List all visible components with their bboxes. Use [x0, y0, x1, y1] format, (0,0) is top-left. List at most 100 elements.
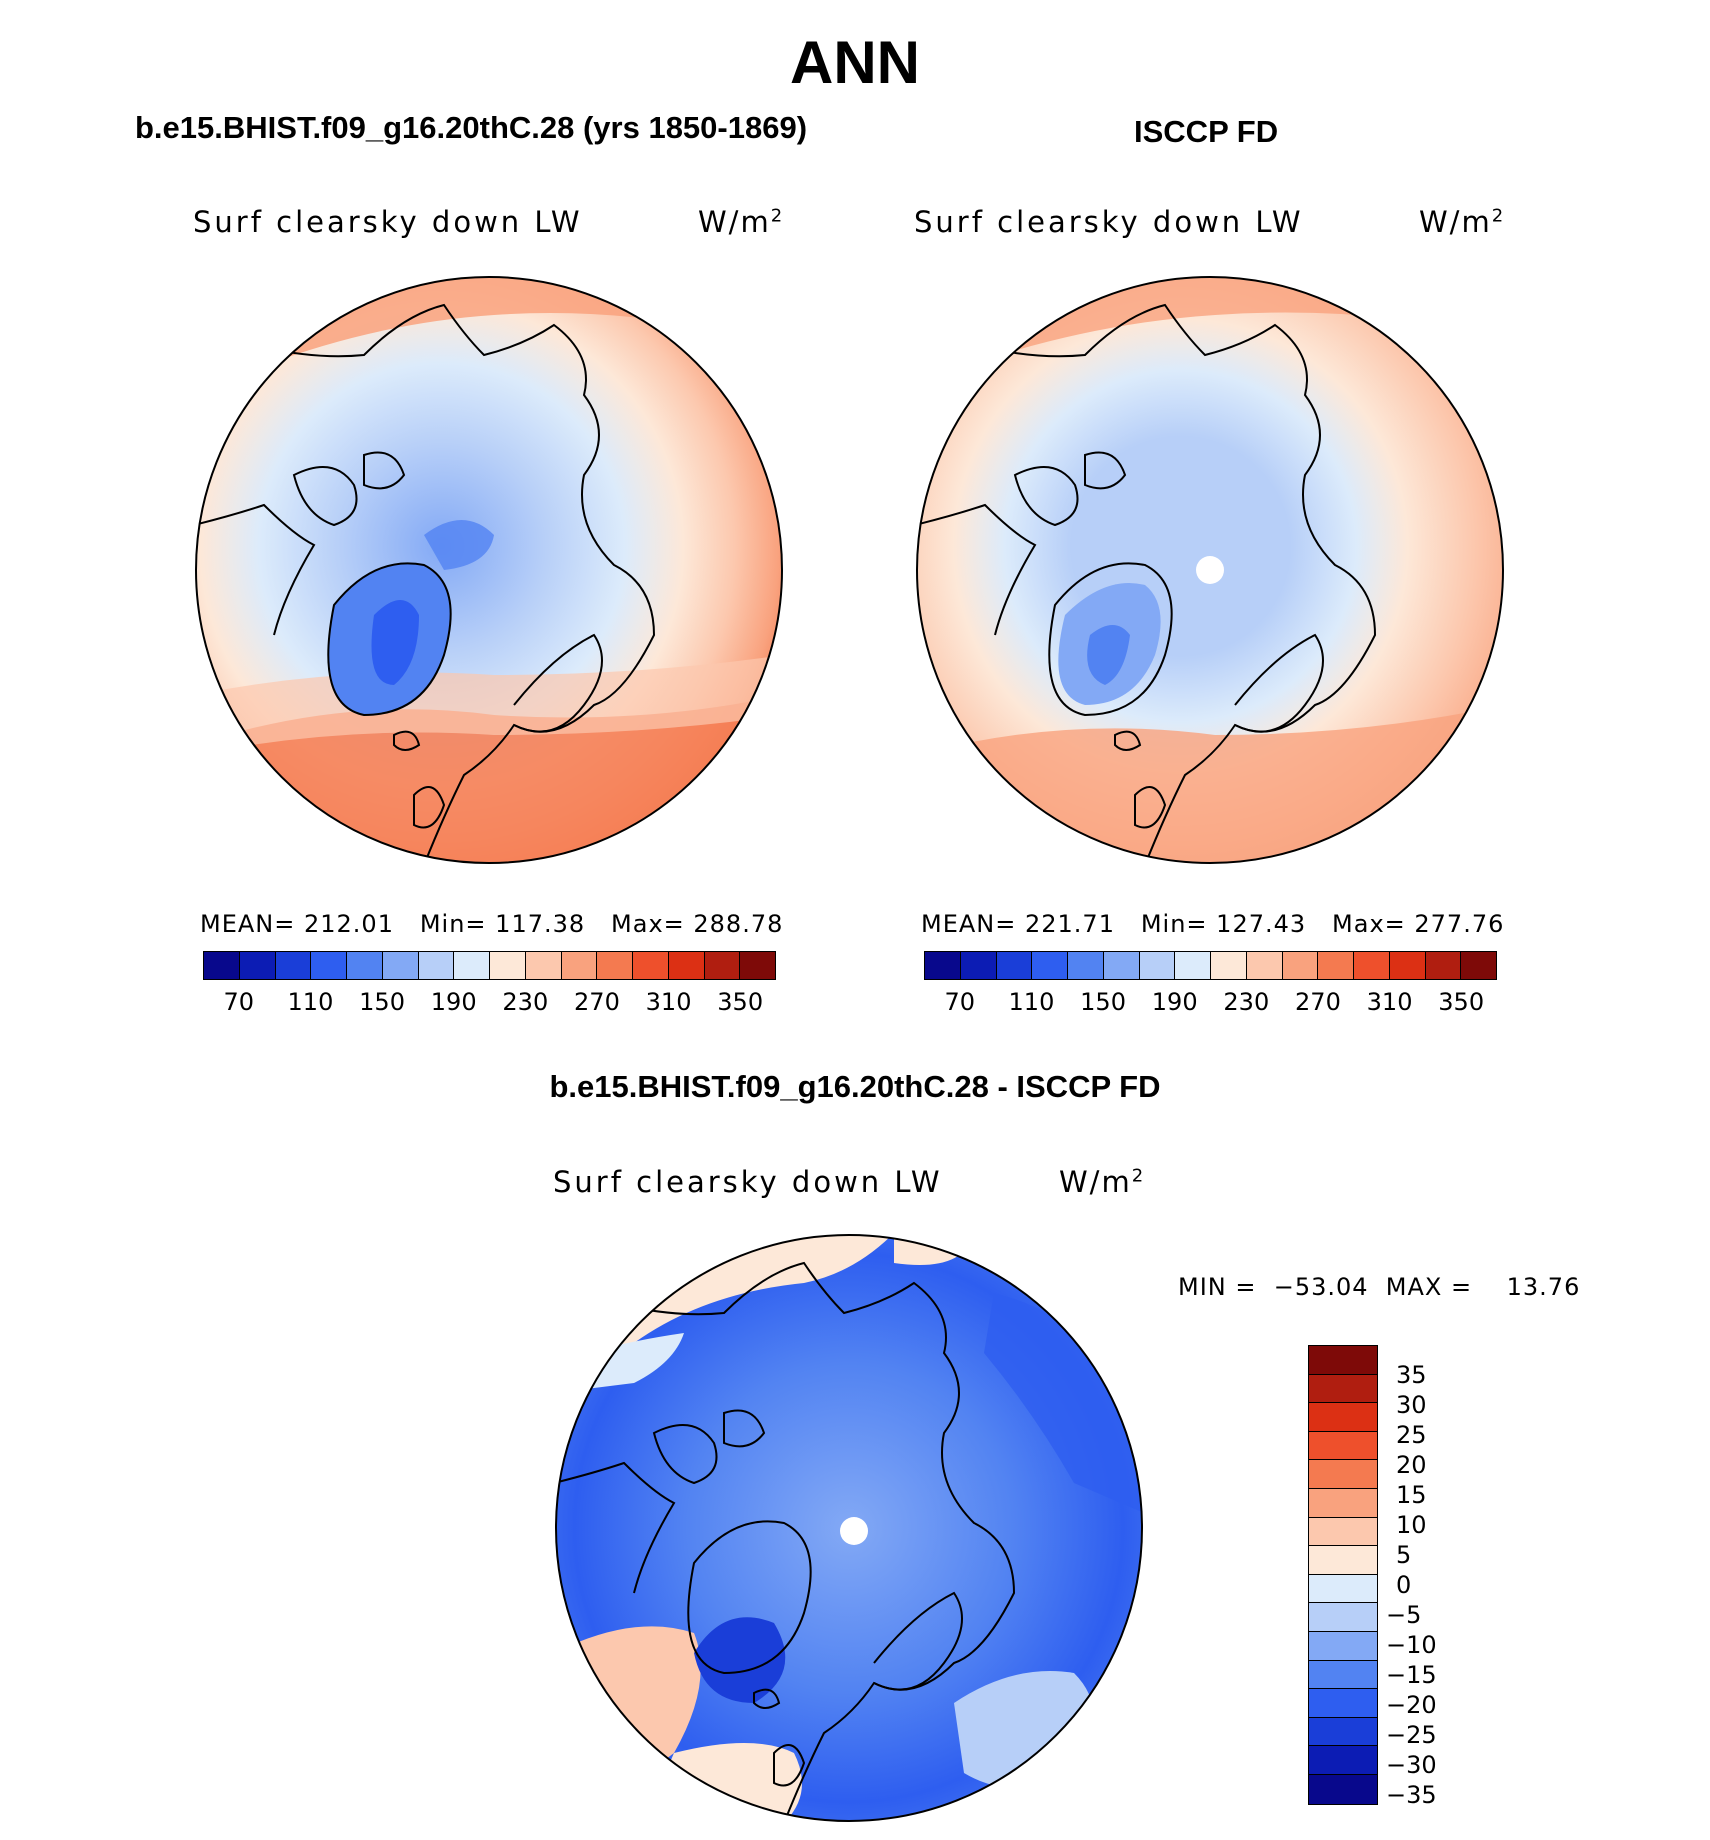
colorbar-swatch	[561, 952, 598, 979]
colorbar-swatch	[1309, 1546, 1377, 1575]
colorbar-swatch	[490, 952, 526, 979]
colorbar-tick-label: 110	[1008, 988, 1055, 1016]
obs-units-label: W/m2	[1419, 205, 1506, 239]
colorbar-swatch	[1211, 952, 1247, 979]
greenland-core	[371, 600, 419, 685]
colorbar-tick-label: 350	[1438, 988, 1485, 1016]
obs-polar-map	[916, 276, 1504, 864]
colorbar-tick-label: 190	[1151, 988, 1198, 1016]
colorbar-swatch	[1309, 1460, 1377, 1489]
colorbar-swatch	[668, 952, 705, 979]
diff-stats: MIN = −53.04 MAX = 13.76	[1178, 1273, 1581, 1301]
model-colorbar: 70 110 150 190 230 270 310 350	[203, 951, 776, 1018]
diff-units-label: W/m2	[1059, 1165, 1146, 1199]
colorbar-swatch	[1068, 952, 1104, 979]
colorbar-swatch	[1309, 1374, 1377, 1404]
colorbar-swatch	[925, 952, 961, 979]
colorbar-swatch	[1309, 1346, 1377, 1375]
model-panel-title: b.e15.BHIST.f09_g16.20thC.28 (yrs 1850-1…	[135, 110, 808, 145]
model-polar-map	[195, 276, 783, 864]
figure-title: ANN	[790, 29, 920, 96]
colorbar-swatch	[1309, 1689, 1377, 1718]
model-variable-label: Surf clearsky down LW	[193, 205, 583, 239]
colorbar-swatch	[1389, 952, 1426, 979]
colorbar-tick-label: 5	[1396, 1541, 1412, 1569]
colorbar-swatch	[1425, 952, 1462, 979]
colorbar-tick-label: 70	[223, 988, 255, 1016]
colorbar-tick-label: 0	[1396, 1571, 1412, 1599]
colorbar-swatch	[454, 952, 490, 979]
greenland-core	[1087, 625, 1130, 685]
colorbar-tick-label: 150	[1080, 988, 1126, 1016]
colorbar-swatch	[275, 952, 312, 979]
diff-variable-label: Surf clearsky down LW	[553, 1165, 943, 1199]
colorbar-tick-label: 350	[717, 988, 764, 1016]
colorbar-swatch	[382, 952, 419, 979]
colorbar-tick-label: 35	[1396, 1361, 1427, 1389]
model-stats: MEAN= 212.01 Min= 117.38 Max= 288.78	[200, 910, 784, 938]
colorbar-tick-label: 270	[574, 988, 620, 1016]
colorbar-swatch	[204, 952, 240, 979]
colorbar-swatch	[1309, 1774, 1377, 1804]
colorbar-swatch	[1318, 952, 1354, 979]
colorbar-tick-label: 110	[287, 988, 334, 1016]
colorbar-swatch	[525, 952, 562, 979]
colorbar-swatch	[1309, 1488, 1377, 1518]
colorbar-swatch	[1309, 1717, 1377, 1747]
colorbar-tick-label: 150	[359, 988, 405, 1016]
colorbar-tick-label: 25	[1396, 1421, 1427, 1449]
colorbar-tick-label: 230	[1223, 988, 1270, 1016]
obs-stats: MEAN= 221.71 Min= 127.43 Max= 277.76	[921, 910, 1505, 938]
colorbar-swatch	[1309, 1574, 1377, 1604]
colorbar-tick-label: −10	[1386, 1631, 1437, 1659]
colorbar-swatch	[347, 952, 383, 979]
diff-polar-map	[555, 1234, 1143, 1822]
colorbar-swatch	[1309, 1660, 1377, 1690]
colorbar-tick-label: 310	[1366, 988, 1413, 1016]
obs-panel-title: ISCCP FD	[1134, 114, 1279, 149]
colorbar-tick-label: 310	[645, 988, 692, 1016]
colorbar-tick-label: 30	[1396, 1391, 1427, 1419]
colorbar-swatch	[1139, 952, 1176, 979]
colorbar-swatch	[1309, 1431, 1377, 1461]
colorbar-swatch	[740, 952, 775, 979]
colorbar-swatch	[1175, 952, 1211, 979]
colorbar-tick-label: −20	[1386, 1691, 1437, 1719]
colorbar-swatch	[311, 952, 347, 979]
colorbar-tick-label: 10	[1396, 1511, 1427, 1539]
colorbar-swatch	[418, 952, 455, 979]
diff-coastlines	[556, 1261, 1016, 1821]
obs-colorbar: 70 110 150 190 230 270 310 350	[924, 951, 1497, 1018]
colorbar-tick-label: −15	[1386, 1661, 1437, 1689]
colorbar-swatch	[1309, 1746, 1377, 1775]
colorbar-tick-label: 20	[1396, 1451, 1427, 1479]
colorbar-swatch	[1309, 1603, 1377, 1632]
colorbar-swatch	[1032, 952, 1068, 979]
colorbar-swatch	[1354, 952, 1390, 979]
colorbar-tick-label: 70	[944, 988, 976, 1016]
pole-hole	[840, 1517, 868, 1545]
model-units-label: W/m2	[698, 205, 785, 239]
colorbar-swatch	[960, 952, 997, 979]
diff-panel-title: b.e15.BHIST.f09_g16.20thC.28 - ISCCP FD	[549, 1069, 1161, 1104]
obs-coastlines	[917, 303, 1377, 863]
colorbar-tick-label: −25	[1386, 1721, 1437, 1749]
colorbar-swatch	[1309, 1631, 1377, 1661]
colorbar-swatch	[1282, 952, 1319, 979]
colorbar-tick-label: 230	[502, 988, 549, 1016]
obs-variable-label: Surf clearsky down LW	[914, 205, 1304, 239]
colorbar-swatch	[996, 952, 1033, 979]
pole-hole	[1196, 556, 1224, 584]
colorbar-swatch	[1309, 1517, 1377, 1547]
colorbar-tick-label: −35	[1386, 1781, 1437, 1809]
colorbar-swatch	[704, 952, 741, 979]
colorbar-tick-label: 270	[1295, 988, 1341, 1016]
colorbar-swatch	[1103, 952, 1140, 979]
model-coastlines	[196, 303, 656, 863]
colorbar-swatch	[633, 952, 669, 979]
colorbar-swatch	[1461, 952, 1496, 979]
diff-colorbar	[1308, 1345, 1378, 1805]
colorbar-swatch	[597, 952, 633, 979]
colorbar-swatch	[1309, 1403, 1377, 1432]
colorbar-swatch	[1246, 952, 1283, 979]
